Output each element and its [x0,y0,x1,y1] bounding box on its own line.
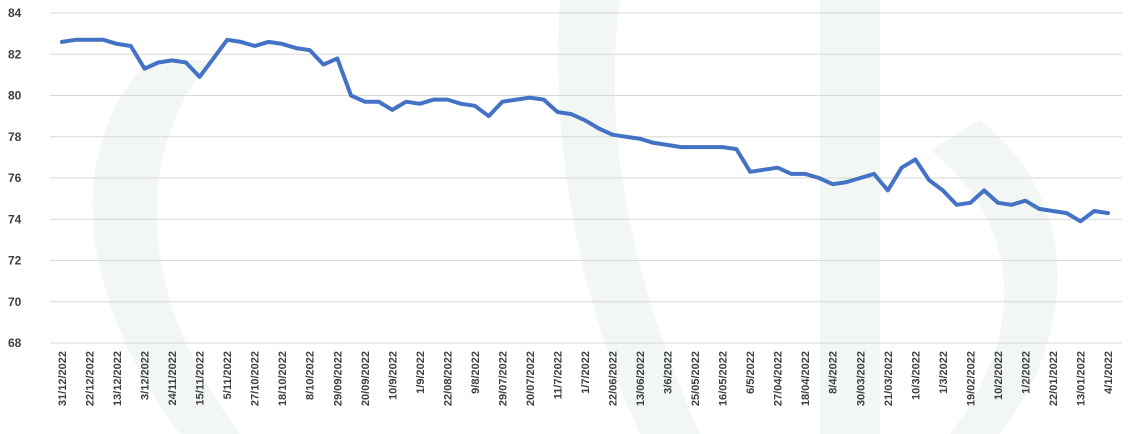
x-tick-label: 8/10/2022 [305,351,317,400]
x-tick-label: 9/8/2022 [470,351,482,394]
x-tick-label: 6/5/2022 [745,351,757,394]
x-tick-label: 22/01/2022 [1048,351,1060,406]
y-tick-label: 82 [8,47,22,61]
y-tick-label: 80 [8,89,22,103]
x-tick-label: 1/2/2022 [1020,351,1032,394]
x-tick-label: 11/7/2022 [552,351,564,399]
x-tick-label: 30/03/2022 [855,351,867,406]
x-tick-label: 13/06/2022 [635,351,647,406]
x-tick-label: 5/11/2022 [222,351,234,399]
x-tick-label: 29/09/2022 [332,351,344,406]
y-tick-label: 84 [8,6,22,20]
x-tick-label: 31/12/2022 [57,351,69,406]
x-tick-label: 18/10/2022 [277,351,289,406]
y-tick-label: 68 [8,336,22,350]
y-tick-label: 74 [8,212,22,226]
x-tick-label: 1/9/2022 [415,351,427,394]
x-tick-label: 29/07/2022 [497,351,509,406]
watermark [92,0,1058,434]
y-tick-label: 76 [8,171,22,185]
x-tick-label: 1/3/2022 [938,351,950,394]
x-tick-label: 15/11/2022 [195,351,207,405]
x-tick-label: 3/6/2022 [663,351,675,394]
x-tick-label: 21/03/2022 [883,351,895,406]
x-tick-label: 16/05/2022 [718,351,730,406]
x-tick-label: 25/05/2022 [690,351,702,406]
x-tick-label: 13/12/2022 [112,351,124,406]
x-tick-label: 18/04/2022 [800,351,812,406]
y-tick-label: 72 [8,254,22,268]
x-tick-label: 10/2/2022 [993,351,1005,400]
x-tick-label: 22/08/2022 [442,351,454,406]
x-tick-label: 24/11/2022 [167,351,179,405]
x-tick-label: 13/01/2022 [1075,351,1087,406]
x-tick-label: 3/12/2022 [140,351,152,400]
y-tick-label: 70 [8,295,22,309]
x-tick-label: 4/1/2022 [1103,351,1115,394]
x-tick-label: 22/06/2022 [608,351,620,406]
x-tick-label: 27/10/2022 [250,351,262,406]
y-tick-label: 78 [8,130,22,144]
x-tick-label: 27/04/2022 [773,351,785,406]
x-tick-label: 22/12/2022 [85,351,97,406]
x-tick-label: 8/4/2022 [828,351,840,394]
x-tick-label: 19/02/2022 [965,351,977,406]
x-tick-label: 20/07/2022 [525,351,537,406]
x-tick-label: 10/9/2022 [387,351,399,400]
x-tick-label: 10/3/2022 [910,351,922,400]
x-tick-label: 1/7/2022 [580,351,592,394]
data-line [60,37,1110,224]
x-tick-label: 20/09/2022 [360,351,372,406]
